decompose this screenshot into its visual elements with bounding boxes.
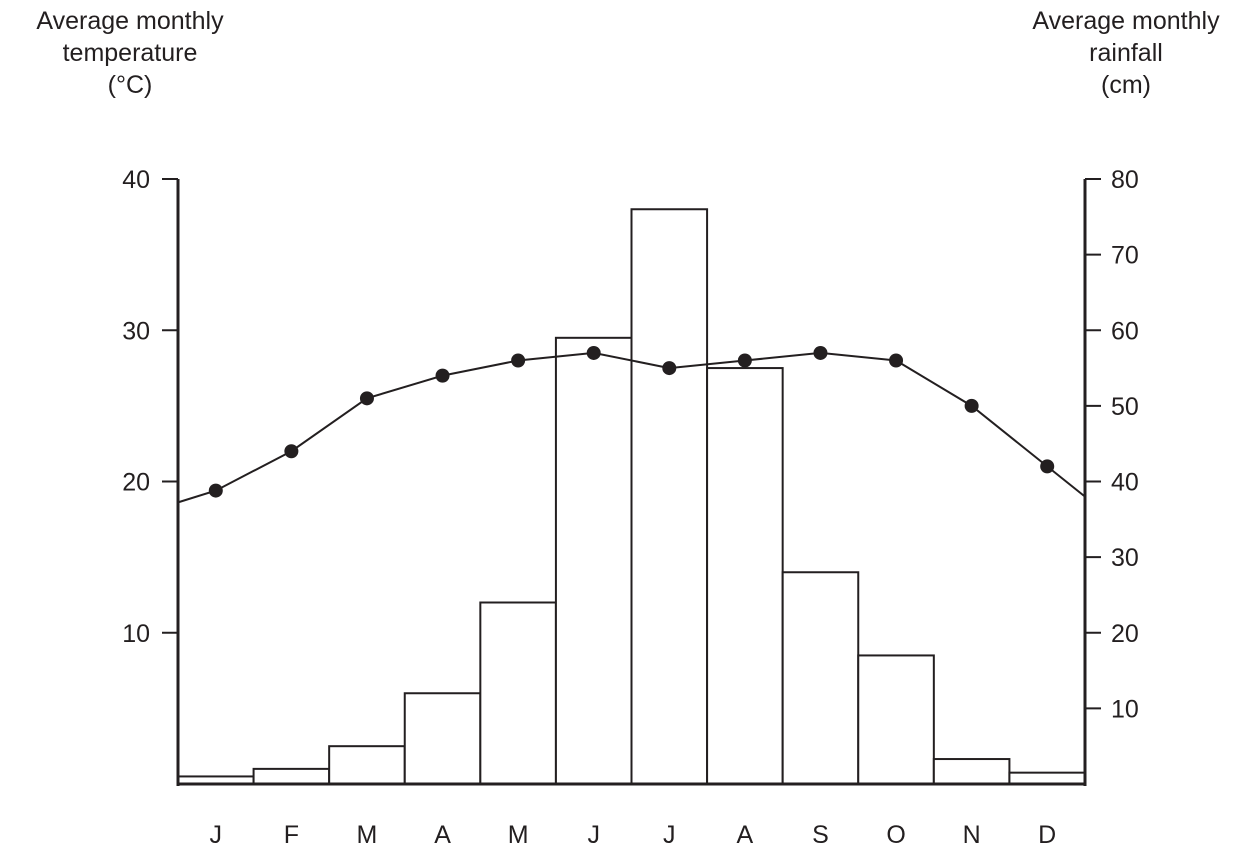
- rainfall-bar: [554, 336, 633, 785]
- month-label: O: [886, 821, 905, 849]
- temperature-point: [964, 398, 979, 413]
- month-label: A: [434, 821, 451, 849]
- right-axis-title-line-1: Average monthly: [1032, 7, 1220, 35]
- temperature-point: [284, 444, 299, 459]
- right-tick-label: 20: [1111, 620, 1139, 648]
- temperature-line: [177, 345, 1086, 504]
- left-tick-label: 30: [122, 317, 150, 345]
- month-label: M: [508, 821, 529, 849]
- temperature-point: [737, 353, 752, 368]
- left-tick-label: 20: [122, 469, 150, 497]
- right-tick-label: 70: [1111, 242, 1139, 270]
- month-label: D: [1038, 821, 1056, 849]
- rainfall-bar: [328, 745, 406, 785]
- axes: [162, 178, 1101, 786]
- month-label: N: [963, 821, 981, 849]
- temperature-point: [889, 353, 904, 368]
- temperature-point: [208, 483, 223, 498]
- left-tick-label: 10: [122, 620, 150, 648]
- rainfall-bar: [403, 692, 482, 785]
- temperature-point: [359, 391, 374, 406]
- month-label: S: [812, 821, 829, 849]
- right-tick-label: 60: [1111, 317, 1139, 345]
- temperature-point: [435, 368, 450, 383]
- temperature-point: [1040, 459, 1055, 474]
- rainfall-bar: [781, 571, 860, 785]
- left-axis-title: Average monthly temperature (°C): [0, 5, 260, 101]
- right-tick-label: 10: [1111, 695, 1139, 723]
- temperature-point: [511, 353, 526, 368]
- right-axis-title-line-2: rainfall: [1089, 39, 1163, 67]
- right-tick-label: 40: [1111, 469, 1139, 497]
- month-label: F: [284, 821, 299, 849]
- right-axis-title: Average monthly rainfall (cm): [996, 5, 1256, 101]
- left-axis-title-line-3: (°C): [107, 71, 153, 99]
- rainfall-bar: [857, 654, 935, 785]
- temperature-point: [662, 361, 677, 376]
- rainfall-bar: [479, 601, 557, 785]
- rainfall-bar: [252, 767, 331, 785]
- rainfall-bar: [706, 367, 784, 785]
- right-tick-label: 50: [1111, 393, 1139, 421]
- right-axis-title-line-3: (cm): [1101, 71, 1151, 99]
- month-label: M: [357, 821, 378, 849]
- month-label: J: [587, 821, 600, 849]
- rainfall-bars: [177, 208, 1087, 786]
- month-label: J: [663, 821, 676, 849]
- right-tick-label: 80: [1111, 166, 1139, 194]
- rainfall-bar: [1008, 771, 1087, 785]
- left-axis-title-line-1: Average monthly: [36, 7, 224, 35]
- rainfall-bar: [932, 758, 1011, 786]
- tick-labels: 10 20 30 40 10 20 30 40 50 60 70 80 J F M A M J J A S O N D: [122, 166, 1139, 849]
- month-label: A: [737, 821, 754, 849]
- temperature-point: [813, 345, 828, 360]
- month-label: J: [210, 821, 223, 849]
- temperature-line-path: [177, 351, 1086, 504]
- left-tick-label: 40: [122, 166, 150, 194]
- left-axis-title-line-2: temperature: [62, 39, 198, 67]
- rainfall-bar: [630, 208, 709, 785]
- right-tick-label: 30: [1111, 544, 1139, 572]
- temperature-point: [586, 345, 601, 360]
